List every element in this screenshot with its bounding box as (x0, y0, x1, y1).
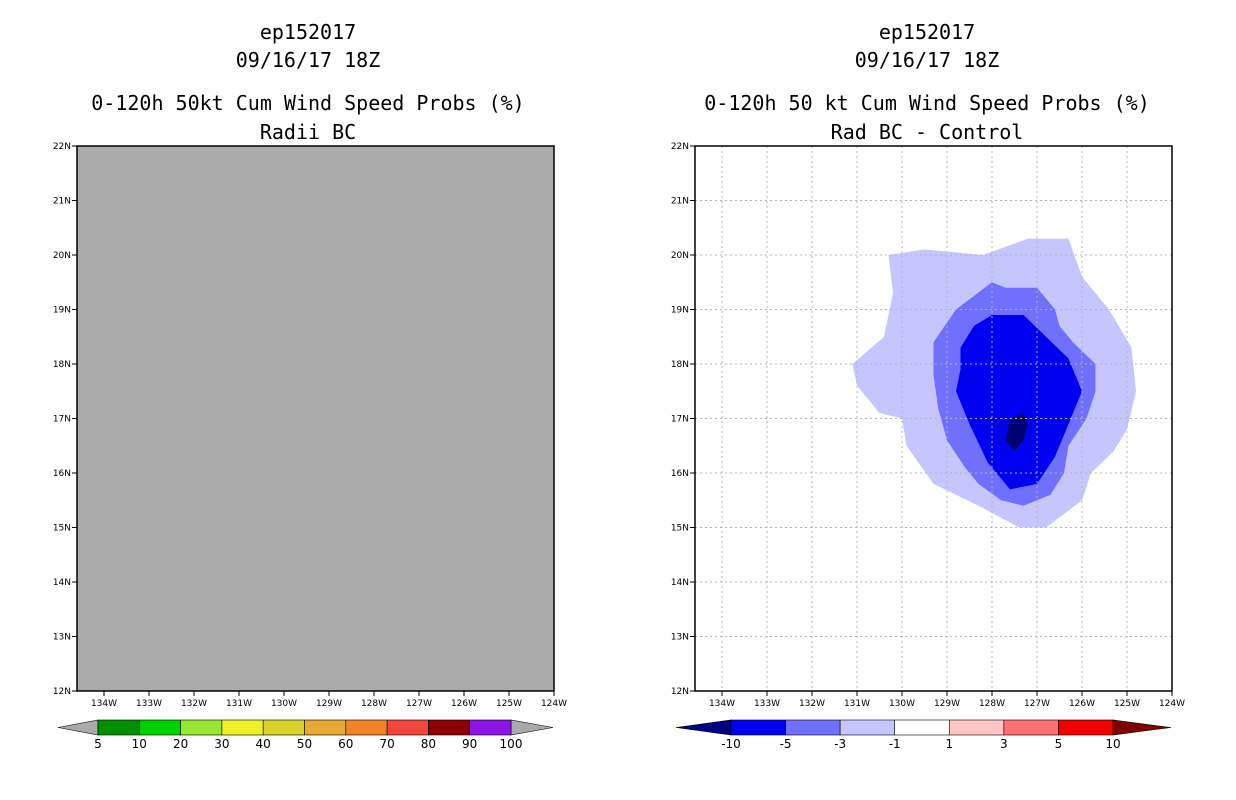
y-tick-label-3: 15N (53, 524, 71, 534)
left-map: 134W 133W 132W 131W 130W 129W 128W 127W 126W 125W… (53, 142, 567, 751)
y-tick-label-2: 14N (53, 578, 71, 588)
colorbar-high-arrow (1112, 719, 1172, 736)
colorbar-label-10: 100 (500, 737, 523, 751)
y-tick-label-4: 16N (671, 469, 689, 479)
y-tick-label-7: 19N (53, 306, 71, 316)
y-tick-label-5: 17N (671, 415, 689, 425)
x-tick-label-2: 132W (799, 699, 825, 709)
x-tick-label-9: 125W (496, 699, 522, 709)
y-tick-label-6: 18N (671, 360, 689, 370)
x-tick-label-3: 131W (226, 699, 252, 709)
y-tick-label-2: 14N (671, 578, 689, 588)
contour-3 (1005, 413, 1028, 452)
colorbar-label-7: 70 (379, 737, 394, 751)
x-tick-label-2: 132W (181, 699, 207, 709)
colorbar-label-6: 5 (1055, 737, 1063, 751)
right-valid-time: 09/16/17 18Z (854, 48, 1000, 72)
y-tick-label-1: 13N (671, 633, 689, 643)
plot-area (77, 146, 554, 691)
colorbar-label-1: 10 (132, 737, 147, 751)
colorbar-low-arrow (675, 719, 732, 736)
colorbar-label-2: 20 (173, 737, 188, 751)
y-tick-label-8: 20N (53, 251, 71, 261)
left-chart-title: 0-120h 50kt Cum Wind Speed Probs (%) (91, 91, 525, 115)
colorbar-swatch-1 (785, 719, 841, 736)
left-valid-time: 09/16/17 18Z (235, 48, 381, 72)
x-tick-label-8: 126W (451, 699, 477, 709)
colorbar-label-3: 30 (214, 737, 229, 751)
colorbar-label-3: -1 (889, 737, 901, 751)
y-tick-label-0: 12N (53, 687, 71, 697)
x-tick-label-5: 129W (934, 699, 960, 709)
x-tick-label-10: 124W (541, 699, 567, 709)
x-tick-label-7: 127W (406, 699, 432, 709)
colorbar-label-5: 50 (297, 737, 312, 751)
x-tick-label-7: 127W (1024, 699, 1050, 709)
colorbar-high-arrow (510, 719, 554, 736)
colorbar-swatch-3 (894, 719, 950, 736)
colorbar-swatch-7 (386, 719, 429, 736)
right-map: 134W 133W 132W 131W 130W 129W 128W 127W 126W 125W… (671, 142, 1185, 751)
x-tick-label-4: 130W (889, 699, 915, 709)
colorbar-swatch-9 (469, 719, 512, 736)
colorbar-swatch-5 (304, 719, 347, 736)
colorbar-swatch-6 (345, 719, 388, 736)
right-chart-title: 0-120h 50 kt Cum Wind Speed Probs (%) (704, 91, 1150, 115)
colorbar-swatch-4 (262, 719, 305, 736)
y-tick-label-6: 18N (53, 360, 71, 370)
colorbar-label-9: 90 (462, 737, 477, 751)
y-tick-label-3: 15N (671, 524, 689, 534)
x-tick-label-5: 129W (316, 699, 342, 709)
colorbar-swatch-0 (730, 719, 786, 736)
y-tick-label-4: 16N (53, 469, 71, 479)
left-chart-subtitle: Radii BC (259, 120, 357, 144)
y-tick-label-5: 17N (53, 415, 71, 425)
colorbar-swatch-8 (428, 719, 470, 736)
right-storm-id: ep152017 (878, 20, 976, 44)
colorbar-swatch-2 (180, 719, 223, 736)
contour-2 (956, 315, 1082, 490)
colorbar-swatch-4 (948, 719, 1005, 736)
x-tick-label-3: 131W (844, 699, 870, 709)
y-tick-label-1: 13N (53, 633, 71, 643)
colorbar-swatch-3 (221, 719, 264, 736)
colorbar-swatch-2 (839, 719, 896, 736)
y-tick-label-9: 21N (671, 197, 689, 207)
y-tick-label-9: 21N (53, 197, 71, 207)
colorbar-label-4: 40 (256, 737, 271, 751)
colorbar-label-1: -5 (780, 737, 792, 751)
y-tick-label-10: 22N (53, 142, 71, 152)
x-tick-label-1: 133W (136, 699, 162, 709)
x-tick-label-0: 134W (91, 699, 117, 709)
x-tick-label-10: 124W (1159, 699, 1185, 709)
colorbar-swatch-6 (1058, 719, 1114, 736)
colorbar-label-7: 10 (1105, 737, 1120, 751)
colorbar-label-0: -10 (721, 737, 741, 751)
colorbar-label-4: 1 (945, 737, 953, 751)
colorbar-swatch-5 (1003, 719, 1059, 736)
colorbar-swatch-0 (97, 719, 140, 736)
x-tick-label-6: 128W (361, 699, 387, 709)
x-tick-label-9: 125W (1114, 699, 1140, 709)
x-tick-label-6: 128W (979, 699, 1005, 709)
colorbar-label-5: 3 (1000, 737, 1008, 751)
y-tick-label-0: 12N (671, 687, 689, 697)
colorbar-low-arrow (57, 719, 99, 736)
x-tick-label-0: 134W (709, 699, 735, 709)
colorbar-label-0: 5 (94, 737, 102, 751)
y-tick-label-8: 20N (671, 251, 689, 261)
colorbar-label-2: -3 (834, 737, 846, 751)
right-chart-subtitle: Rad BC - Control (830, 120, 1024, 144)
y-tick-label-10: 22N (671, 142, 689, 152)
colorbar-label-6: 60 (338, 737, 353, 751)
left-storm-id: ep152017 (259, 20, 357, 44)
colorbar-swatch-1 (139, 719, 181, 736)
x-tick-label-1: 133W (754, 699, 780, 709)
y-tick-label-7: 19N (671, 306, 689, 316)
colorbar-label-8: 80 (421, 737, 436, 751)
x-tick-label-4: 130W (271, 699, 297, 709)
x-tick-label-8: 126W (1069, 699, 1095, 709)
